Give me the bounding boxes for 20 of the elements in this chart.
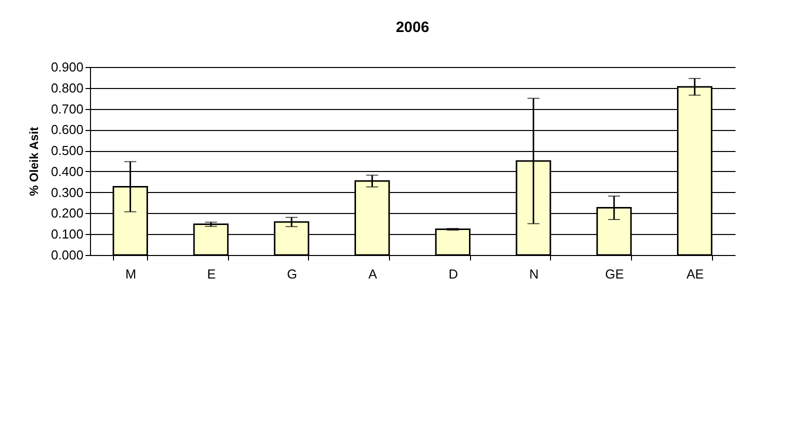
x-tick-label: D — [448, 266, 458, 282]
y-tick-label: 0.000 — [50, 248, 84, 262]
y-tick-label: 0.400 — [50, 164, 84, 179]
y-tick-label: 0.500 — [50, 143, 84, 158]
x-tick-label: N — [529, 266, 539, 282]
x-tick-label: AE — [686, 266, 704, 282]
x-tick-label: GE — [605, 266, 624, 282]
x-tick-label: M — [125, 266, 136, 282]
x-tick-label: E — [207, 266, 216, 282]
y-tick-label: 0.300 — [50, 184, 84, 200]
y-tick-label: 0.100 — [50, 226, 84, 242]
y-tick-label: 0.600 — [50, 122, 84, 138]
y-tick-label: 0.800 — [50, 80, 84, 96]
y-tick-label: 0.700 — [50, 101, 84, 116]
y-tick-label: 0.200 — [50, 206, 84, 221]
x-tick-label: G — [287, 266, 298, 282]
y-axis-title: % Oleik Asit — [26, 127, 41, 196]
x-tick-label: A — [368, 266, 378, 282]
chart-title: 2006 — [396, 19, 430, 36]
y-tick-label: 0.900 — [50, 60, 84, 74]
